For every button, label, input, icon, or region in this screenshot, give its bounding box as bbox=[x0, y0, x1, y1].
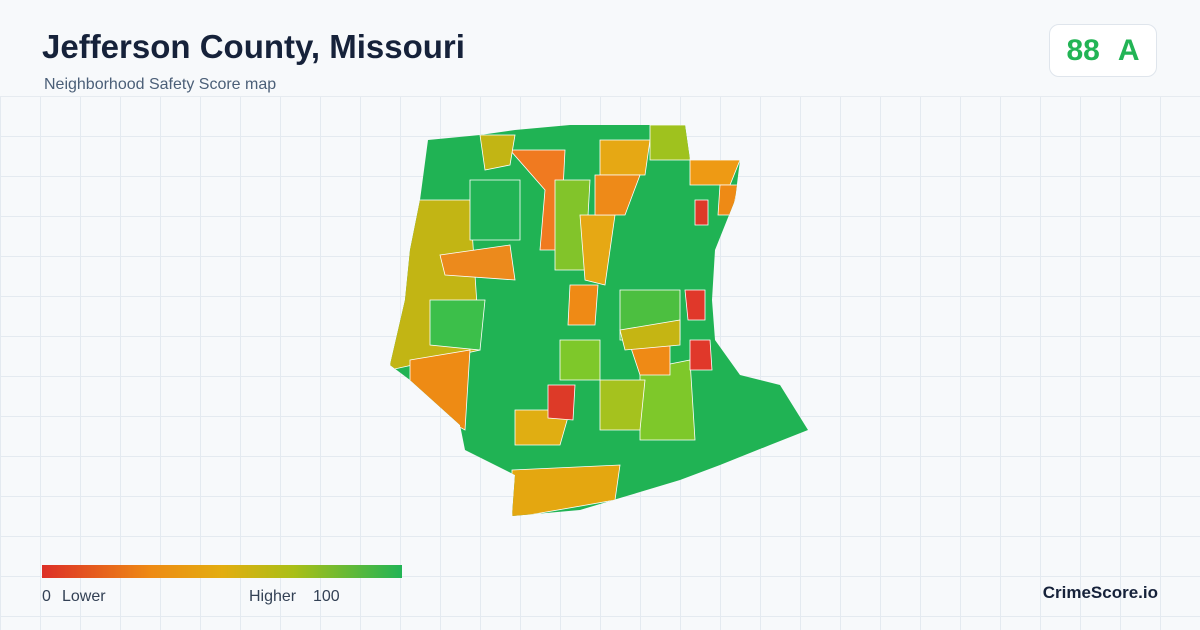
score-badge: 88 A bbox=[1049, 24, 1157, 77]
neighborhoods bbox=[390, 125, 808, 516]
legend-min: 0 bbox=[42, 588, 51, 605]
score-value: 88 bbox=[1066, 33, 1100, 67]
title: Jefferson County, Missouri bbox=[42, 28, 465, 65]
subtitle: Neighborhood Safety Score map bbox=[44, 76, 277, 93]
legend-max-label: Higher bbox=[249, 588, 297, 605]
legend-max: 100 bbox=[313, 588, 340, 605]
legend-min-label: Lower bbox=[62, 588, 106, 605]
legend-gradient bbox=[42, 565, 402, 578]
score-grade: A bbox=[1117, 33, 1140, 67]
header: Jefferson County, Missouri Neighborhood … bbox=[0, 0, 1200, 97]
brand: CrimeScore.io bbox=[1042, 583, 1158, 602]
